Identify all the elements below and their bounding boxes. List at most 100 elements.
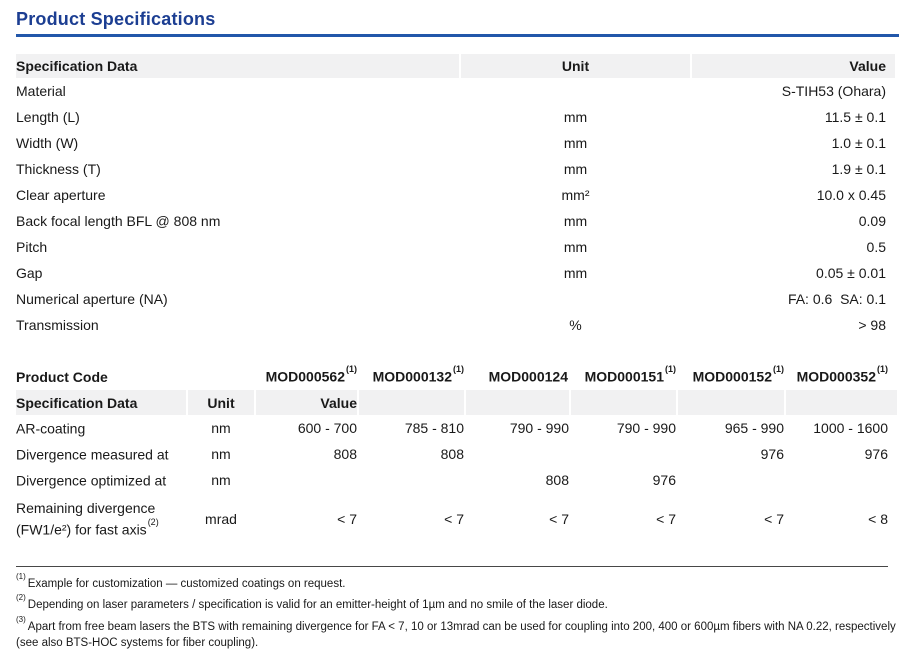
unit-cell: nm [211, 472, 231, 488]
value-cell: < 8 [868, 510, 888, 527]
table-row: Transmission % > 98 [16, 312, 895, 338]
unit-cell: mm [563, 213, 588, 229]
footnote-marker: (3) [16, 615, 26, 625]
footnote-marker: (2) [16, 593, 26, 603]
value-cell: < 7 [764, 510, 784, 527]
page-title: Product Specifications [16, 9, 216, 29]
unit-cell [461, 286, 690, 312]
table-row: Width (W) mm 1.0 ± 0.1 [16, 130, 895, 156]
value-cell: 11.5 ± 0.1 [824, 109, 886, 125]
value-cell: 808 [333, 446, 357, 462]
spec-name-cell: Divergence measured at [16, 446, 169, 463]
table-row: Back focal length BFL @ 808 nm mm 0.09 [16, 208, 895, 234]
footnote-1: (1)Example for customization — customize… [16, 572, 896, 592]
unit-cell: mm² [561, 187, 590, 203]
unit-header: Unit [188, 390, 254, 415]
product-code-cell: MOD000151(1) [584, 364, 676, 385]
table-row: Thickness (T) mm 1.9 ± 0.1 [16, 156, 895, 182]
value-cell: 965 - 990 [724, 420, 784, 436]
product-code-label: Product Code [16, 368, 108, 385]
spec-name-cell: Numerical aperture (NA) [16, 291, 168, 307]
footnotes: (1)Example for customization — customize… [16, 572, 896, 651]
value-cell: 976 [760, 446, 784, 462]
value-cell: 808 [440, 446, 464, 462]
spec-data-header: Specification Data [16, 390, 186, 415]
title-underline [16, 34, 899, 37]
spec-name-cell: Remaining divergence (FW1/e²) for fast a… [16, 500, 159, 538]
table-row: Length (L) mm 11.5 ± 0.1 [16, 104, 895, 130]
value-cell [256, 467, 357, 493]
footnote-marker: (1) [16, 571, 26, 581]
value-cell [786, 467, 897, 493]
spec-name-cell: Pitch [16, 239, 48, 255]
spec-name-cell: Divergence optimized at [16, 472, 167, 489]
spec-data-header: Specification Data [16, 54, 459, 78]
value-cell: 790 - 990 [509, 420, 569, 436]
product-code-cell: MOD000562(1) [265, 364, 357, 385]
unit-cell: nm [211, 446, 231, 462]
value-cell: 10.0 x 0.45 [816, 187, 886, 203]
footnote-ref: (1) [665, 364, 676, 375]
unit-cell: mm [563, 161, 588, 177]
value-cell: 976 [652, 472, 676, 488]
value-header: Value [256, 390, 357, 415]
unit-cell: % [569, 317, 582, 333]
footnote-ref: (1) [773, 364, 784, 375]
table-row: Pitch mm 0.5 [16, 234, 895, 260]
table-header-row: Specification Data Unit Value [16, 54, 895, 78]
value-cell: 976 [864, 446, 888, 462]
unit-cell: mm [563, 135, 588, 151]
table-row: Clear aperture mm² 10.0 x 0.45 [16, 182, 895, 208]
table-row: Gap mm 0.05 ± 0.01 [16, 260, 895, 286]
footnote-text: Apart from free beam lasers the BTS with… [16, 621, 896, 649]
empty-header-cell [678, 390, 784, 415]
footnote-text: Example for customization — customized c… [27, 577, 346, 590]
table-row: Divergence measured at nm 808 808 976 97… [16, 441, 897, 467]
footnote-2: (2)Depending on laser parameters / speci… [16, 593, 896, 613]
footnote-divider [16, 565, 888, 567]
table-row: Numerical aperture (NA) FA: 0.6 SA: 0.1 [16, 286, 895, 312]
value-cell [359, 467, 464, 493]
spec-name-cell: Back focal length BFL @ 808 nm [16, 213, 221, 229]
footnote-ref: (1) [346, 364, 357, 375]
value-cell: 790 - 990 [616, 420, 676, 436]
unit-cell: mrad [205, 510, 237, 527]
value-cell: 1.9 ± 0.1 [831, 161, 886, 177]
value-cell [571, 441, 676, 467]
product-code-spec-table: Product Code MOD000562(1) MOD000132(1) M… [14, 363, 899, 547]
value-cell: 785 - 810 [404, 420, 464, 436]
unit-cell: nm [211, 420, 231, 436]
table-row: Divergence optimized at nm 808 976 [16, 467, 897, 493]
value-cell: 808 [545, 472, 569, 488]
value-cell: 0.05 ± 0.01 [816, 265, 886, 281]
empty-header-cell [466, 390, 569, 415]
unit-cell: mm [563, 239, 588, 255]
value-cell: < 7 [549, 510, 569, 527]
table-row: Material S-TIH53 (Ohara) [16, 78, 895, 104]
unit-header: Unit [461, 54, 690, 78]
empty-header-cell [359, 390, 464, 415]
footnote-ref: (2) [147, 517, 159, 527]
value-cell [678, 467, 784, 493]
value-cell: > 98 [858, 317, 886, 333]
general-spec-table: Specification Data Unit Value Material S… [14, 54, 897, 338]
spec-name-cell: AR-coating [16, 420, 86, 437]
value-header: Value [692, 54, 895, 78]
product-code-row: Product Code MOD000562(1) MOD000132(1) M… [16, 363, 897, 390]
value-cell: < 7 [444, 510, 464, 527]
unit-cell: mm [563, 265, 588, 281]
unit-cell: mm [563, 109, 588, 125]
spec-name-cell: Width (W) [16, 135, 79, 151]
value-cell: S-TIH53 (Ohara) [781, 83, 886, 99]
spec-name-cell: Length (L) [16, 109, 80, 125]
value-cell: 0.09 [858, 213, 886, 229]
spec-name-cell: Transmission [16, 317, 99, 333]
value-cell: 0.5 [866, 239, 886, 255]
spec-name-cell: Thickness (T) [16, 161, 101, 177]
footnote-3: (3)Apart from free beam lasers the BTS w… [16, 615, 896, 651]
product-code-cell: MOD000124 [488, 368, 568, 385]
product-code-cell: MOD000132(1) [372, 364, 464, 385]
unit-cell [461, 78, 690, 104]
spec-name-cell: Clear aperture [16, 187, 106, 203]
